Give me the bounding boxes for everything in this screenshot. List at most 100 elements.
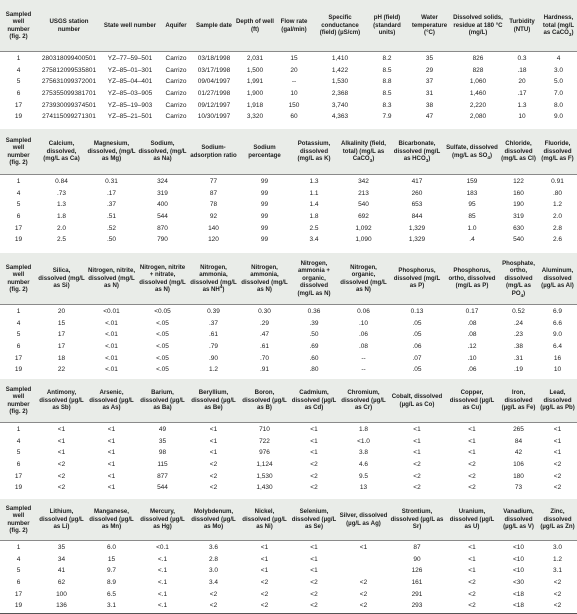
table-cell: 161 bbox=[411, 578, 423, 586]
table-cell: 09/12/1997 bbox=[197, 101, 231, 109]
table-cell: <2 bbox=[359, 602, 368, 610]
table-cell: <2 bbox=[413, 472, 421, 480]
table-cell: YZ–77–59–501 bbox=[107, 55, 153, 63]
table-cell: 6.5 bbox=[106, 590, 117, 598]
well-number-cell: 4 bbox=[16, 189, 21, 197]
table-row: 4 <1 <1 35 <1 722 <1 <1.0 <1 <1 84 <1 bbox=[0, 436, 577, 448]
table-cell: 98 bbox=[158, 449, 167, 457]
column-header: Silica, dissolved (mg/L as Si) bbox=[37, 253, 86, 304]
well-number-cell: 6 bbox=[16, 578, 21, 586]
table-cell: 400 bbox=[157, 201, 168, 209]
table-cell: <1 bbox=[413, 449, 421, 457]
table-cell: 1.8 bbox=[358, 426, 369, 434]
table-cell: <1 bbox=[107, 437, 116, 445]
well-number-cell: 1 bbox=[16, 308, 21, 316]
table-cell: 180 bbox=[513, 472, 524, 480]
table-cell: 22 bbox=[57, 366, 66, 374]
table-cell: 8.5 bbox=[382, 66, 392, 74]
table-cell: 710 bbox=[259, 426, 270, 434]
table-cell: .69 bbox=[309, 342, 319, 350]
table-cell: <2 bbox=[468, 484, 476, 492]
table-cell: 1.0 bbox=[467, 224, 477, 232]
column-header: Nitrogen, ammonia, dissolved (mg/L as N) bbox=[239, 253, 290, 304]
column-header: Vanadium, dissolved (µg/L as V) bbox=[499, 499, 538, 540]
column-header: Iron, dissolved (µg/L as Fe) bbox=[499, 379, 538, 422]
table-cell: 8.0 bbox=[553, 101, 564, 109]
table-cell: Carrizo bbox=[165, 55, 187, 63]
table-cell: 1.1 bbox=[309, 189, 319, 197]
well-number-cell: 4 bbox=[16, 555, 21, 563]
column-header: Nitrogen, ammonia, dissolved (mg/L as NH… bbox=[188, 253, 239, 304]
table-cell: <2 bbox=[209, 472, 218, 480]
table-row: 5 <1 <1 98 <1 976 <1 3.8 <1 <1 42 <1 bbox=[0, 447, 577, 459]
column-header: Sodium, dissolved, (mg/L as Na) bbox=[137, 129, 188, 174]
table-cell: <2 bbox=[359, 590, 368, 598]
table-cell: 38 bbox=[425, 101, 434, 109]
table-cell: <1 bbox=[209, 426, 218, 434]
table-cell: 544 bbox=[157, 484, 168, 492]
table-cell: <2 bbox=[553, 578, 562, 586]
table-cell: <2 bbox=[310, 484, 318, 492]
column-header: Bicarbonate, dissolved (mg/L as HCO3) bbox=[389, 129, 445, 174]
table-cell: 99 bbox=[260, 212, 269, 220]
table-cell: .79 bbox=[208, 342, 219, 350]
trace-metals-table-2: Sampled well number (fig. 2) Lithium, dis… bbox=[0, 499, 577, 612]
table-cell: 2.5 bbox=[56, 236, 67, 244]
table-cell: <2 bbox=[310, 460, 318, 468]
table-cell: 260 bbox=[411, 189, 423, 197]
table-cell: 1,900 bbox=[246, 89, 264, 97]
table-cell: 275631099372001 bbox=[41, 78, 97, 86]
table-cell: <.05 bbox=[156, 319, 169, 327]
table-row: 1 <1 <1 49 <1 710 <1 1.8 <1 <1 265 <1 bbox=[0, 422, 577, 436]
table-cell: <2 bbox=[310, 578, 318, 586]
table-cell: 2,080 bbox=[469, 113, 487, 121]
column-header: Antimony, dissolved (µg/L as Sb) bbox=[37, 379, 86, 422]
table-cell: 87 bbox=[209, 189, 218, 197]
table-cell: .18 bbox=[517, 66, 527, 74]
table-cell: .10 bbox=[467, 354, 477, 362]
table-cell: <1 bbox=[57, 449, 66, 457]
well-number-cell: 17 bbox=[14, 354, 23, 362]
table-cell: 5.0 bbox=[553, 78, 564, 86]
table-cell: .80 bbox=[309, 366, 319, 374]
column-header: Manganese, dissolved (µg/L as Mn) bbox=[86, 499, 137, 540]
table-cell: <1 bbox=[107, 484, 116, 492]
column-header: Nitrogen, nitrite + nitrate, dissolved (… bbox=[137, 253, 188, 304]
table-cell: 8.2 bbox=[382, 55, 392, 63]
table-cell: 291 bbox=[411, 590, 423, 598]
table-cell: <2 bbox=[468, 602, 476, 610]
column-header: Sampled well number (fig. 2) bbox=[0, 129, 37, 174]
table-header-row: Sampled well number (fig. 2) Calcium, dis… bbox=[0, 129, 577, 174]
well-number-cell: 1 bbox=[16, 544, 21, 552]
table-cell: 87 bbox=[413, 544, 421, 552]
table-body: 1 35 6.0 <0.1 3.6 <1 <1 <1 87 <1 <10 3.0 4 34 15 <.1 2.8… bbox=[0, 540, 577, 612]
table-cell: 6.6 bbox=[552, 319, 563, 327]
table-cell: -- bbox=[291, 78, 297, 86]
table-cell: 3,320 bbox=[246, 113, 264, 121]
column-header: Sodium-adsorption ratio bbox=[188, 129, 239, 174]
table-cell: 319 bbox=[513, 212, 524, 220]
table-cell: <1 bbox=[359, 544, 368, 552]
table-cell: .24 bbox=[513, 319, 524, 327]
table-row: 19 <2 <1 544 <2 1,430 <2 13 <2 <2 73 <2 bbox=[0, 482, 577, 494]
table-cell: .05 bbox=[412, 319, 422, 327]
table-cell: 2.0 bbox=[56, 224, 67, 232]
column-header: Silver, dissolved (µg/L as Ag) bbox=[338, 499, 389, 540]
table-cell: 7.0 bbox=[553, 89, 564, 97]
table-cell: <2 bbox=[553, 602, 562, 610]
column-header: Boron, dissolved (µg/L as B) bbox=[239, 379, 290, 422]
well-number-cell: 5 bbox=[16, 449, 21, 457]
column-header: Uranium, dissolved (µg/L as U) bbox=[445, 499, 499, 540]
table-row: 1 0.84 0.31 324 77 99 1.3 342 417 159 122 0.91 bbox=[0, 174, 577, 188]
table-cell: <2 bbox=[553, 472, 562, 480]
column-header: Nitrogen, nitrite, dissolved (mg/L as N) bbox=[86, 253, 137, 304]
table-cell: <1 bbox=[107, 472, 116, 480]
column-header: Nitrogen, organic, dissolved (mg/L as N) bbox=[338, 253, 389, 304]
well-number-cell: 6 bbox=[16, 89, 21, 97]
table-row: 17 18 <.01 <.05 .90 .70 .60 -- .07 .10 .31 16 bbox=[0, 352, 577, 364]
table-cell: 15 bbox=[290, 55, 298, 63]
table-cell: 10 bbox=[553, 366, 562, 374]
table-cell: 3.1 bbox=[106, 602, 117, 610]
table-cell: 1.2 bbox=[552, 201, 563, 209]
table-cell: Carrizo bbox=[165, 113, 187, 121]
